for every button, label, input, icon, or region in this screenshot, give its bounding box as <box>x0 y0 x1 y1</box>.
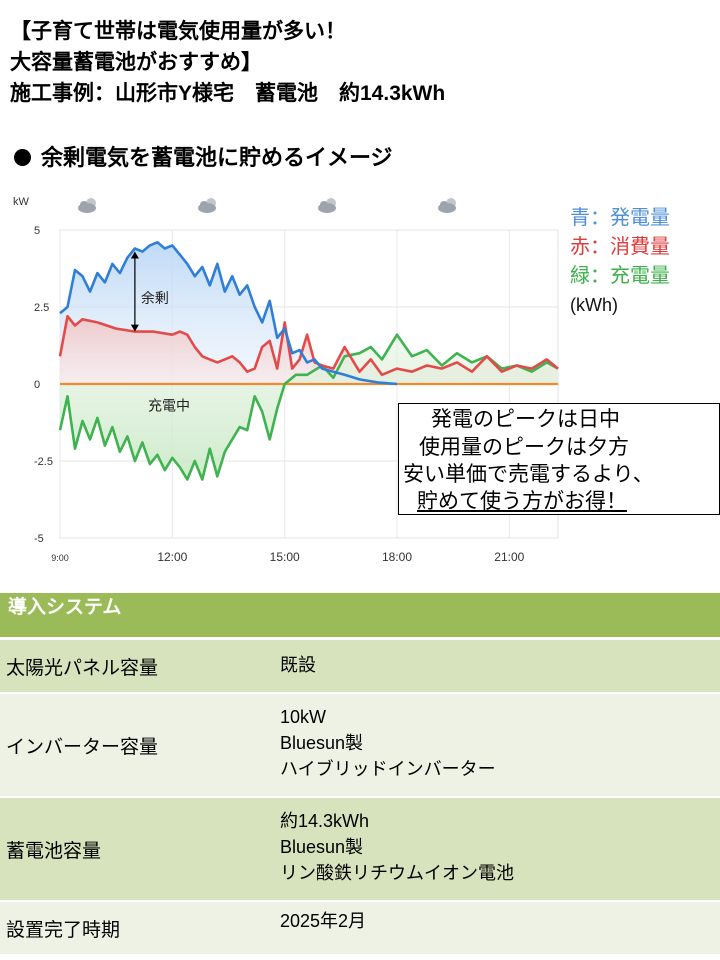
legend-entry: 緑：充電量 <box>570 264 670 287</box>
line-consumption <box>58 314 559 377</box>
cloud-shape <box>200 201 208 209</box>
table-row: インバーター容量 10kW Bluesun製 ハイブリッドインバーター <box>0 694 720 798</box>
system-table: 導入システム 太陽光パネル容量 既設 インバーター容量 10kW Bluesun… <box>0 593 720 954</box>
section-heading-text: 余剰電気を蓄電池に貯めるイメージ <box>41 145 393 170</box>
x-tick-label: 9:00 <box>51 553 69 563</box>
row-label: インバーター容量 <box>6 736 159 758</box>
row-value: 約14.3kWh Bluesun製 リン酸鉄リチウムイオン電池 <box>272 798 720 900</box>
cloud-sun-icon <box>198 198 216 213</box>
row-value-line: 10kW <box>280 707 327 727</box>
legend-entry: 青：発電量 <box>570 206 670 229</box>
surplus-label: 余剰 <box>141 290 169 306</box>
y-tick-label: -5 <box>34 533 44 545</box>
axis-labels: 5 2.5 0 -2.5 -5 9:00 12:00 15:00 18:00 21:00 kW <box>13 196 525 564</box>
y-tick-label: 0 <box>34 379 40 391</box>
cloud-shape <box>80 201 88 209</box>
legend-unit: (kWh) <box>570 295 618 315</box>
callout-line-2: 使用量のピークは夕方 <box>419 436 629 459</box>
line-charge <box>58 333 559 481</box>
row-value: 10kW Bluesun製 ハイブリッドインバーター <box>272 694 720 796</box>
row-value-line: 約14.3kWh <box>280 811 370 831</box>
row-label: 設置完了時期 <box>6 919 121 941</box>
title-line-1: 【子育て世帯は電気使用量が多い！ <box>10 20 346 43</box>
row-label: 蓄電池容量 <box>6 840 102 862</box>
x-tick-label: 18:00 <box>382 550 412 564</box>
y-tick-label: 2.5 <box>34 302 49 314</box>
callout-line-3: 安い単価で売電するより、 <box>403 463 654 486</box>
callout-box: 発電のピークは日中 使用量のピークは夕方 安い単価で売電するより、 貯めて使う方… <box>398 403 720 515</box>
arrow-head-down <box>130 324 139 332</box>
row-value-line: リン酸鉄リチウムイオン電池 <box>280 863 514 883</box>
row-value: 2025年2月 <box>272 902 720 954</box>
x-tick-label: 21:00 <box>494 550 524 564</box>
row-label: 太陽光パネル容量 <box>6 657 159 679</box>
cloud-shape <box>440 201 448 209</box>
row-value-line: Bluesun製 <box>280 837 364 857</box>
y-unit-label: kW <box>13 196 30 208</box>
charging-label: 充電中 <box>148 398 190 414</box>
series-lines <box>58 241 559 481</box>
y-tick-label: -2.5 <box>34 456 53 468</box>
row-value-line: Bluesun製 <box>280 733 364 753</box>
row-value: 既設 <box>272 640 720 692</box>
cloud-sun-icon <box>438 198 456 213</box>
cloud-sun-icon <box>78 198 96 213</box>
table-row: 設置完了時期 2025年2月 <box>0 902 720 954</box>
arrow-head-up <box>130 251 139 259</box>
title-line-3: 施工事例：山形市Y様宅 蓄電池 約14.3kWh <box>10 82 446 105</box>
cloud-shape <box>320 201 328 209</box>
page-title: 【子育て世帯は電気使用量が多い！ 大容量蓄電池がおすすめ】 施工事例：山形市Y様… <box>10 16 710 109</box>
table-row: 蓄電池容量 約14.3kWh Bluesun製 リン酸鉄リチウムイオン電池 <box>0 798 720 902</box>
callout-line-4: 貯めて使う方がお得！ <box>417 490 627 513</box>
row-value-line: ハイブリッドインバーター <box>280 759 496 779</box>
area-charge <box>60 334 558 480</box>
callout-line-1: 発電のピークは日中 <box>431 408 620 431</box>
row-value-line: 既設 <box>280 655 316 675</box>
line-generation <box>59 241 398 386</box>
energy-chart: 5 2.5 0 -2.5 -5 9:00 12:00 15:00 18:00 21:00 kW 余剰… <box>13 196 670 564</box>
table-row: 太陽光パネル容量 既設 <box>0 640 720 694</box>
table-header: 導入システム <box>0 593 720 640</box>
y-tick-label: 5 <box>34 225 40 237</box>
row-value-line: 2025年2月 <box>280 911 367 931</box>
cloud-sun-icon <box>318 198 336 213</box>
x-tick-label: 15:00 <box>270 550 300 564</box>
legend-entry: 赤：消費量 <box>570 235 670 258</box>
title-line-2: 大容量蓄電池がおすすめ】 <box>10 51 262 74</box>
x-tick-label: 12:00 <box>157 550 187 564</box>
section-heading: 余剰電気を蓄電池に貯めるイメージ <box>14 140 393 172</box>
weather-icons <box>78 198 456 213</box>
bullet-icon <box>14 149 31 166</box>
